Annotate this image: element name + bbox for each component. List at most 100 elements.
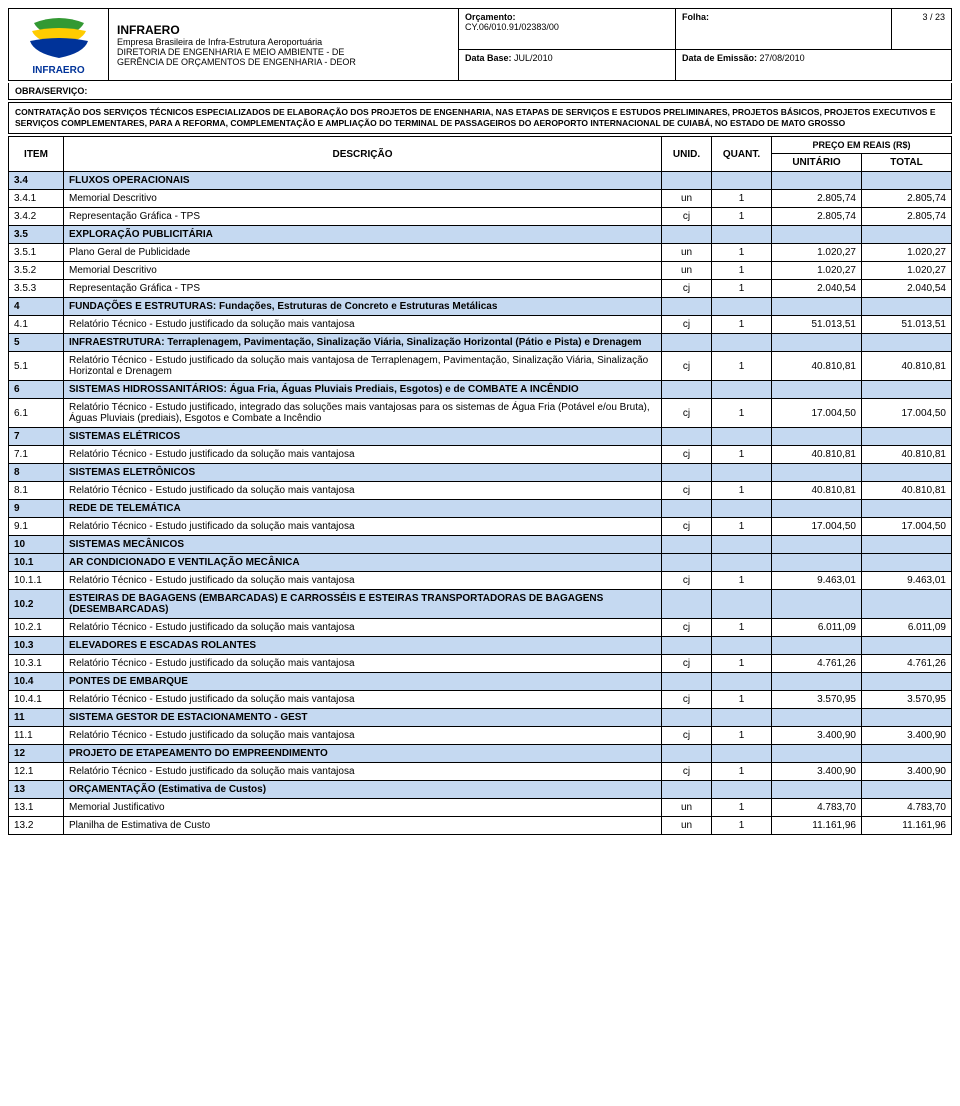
table-row: 12.1Relatório Técnico - Estudo justifica… [9, 763, 952, 781]
cell-item: 13.1 [9, 799, 64, 817]
cell-unit: 3.400,90 [772, 763, 862, 781]
table-row: 3.4.2Representação Gráfica - TPScj12.805… [9, 208, 952, 226]
table-row: 3.5EXPLORAÇÃO PUBLICITÁRIA [9, 226, 952, 244]
cell-desc: Relatório Técnico - Estudo justificado d… [64, 482, 662, 500]
cell-unit [772, 500, 862, 518]
cell-unit: 1.020,27 [772, 262, 862, 280]
cell-item: 12 [9, 745, 64, 763]
cell-quant: 1 [712, 352, 772, 381]
cell-quant [712, 500, 772, 518]
cell-quant [712, 428, 772, 446]
table-row: 10.3.1Relatório Técnico - Estudo justifi… [9, 655, 952, 673]
cell-item: 8 [9, 464, 64, 482]
cell-unid: cj [662, 280, 712, 298]
cell-item: 10 [9, 536, 64, 554]
cell-total: 1.020,27 [862, 262, 952, 280]
table-row: 13.2Planilha de Estimativa de Custoun111… [9, 817, 952, 835]
table-row: 13.1Memorial Justificativoun14.783,704.7… [9, 799, 952, 817]
cell-item: 6 [9, 381, 64, 399]
cell-unid [662, 172, 712, 190]
cell-unit: 40.810,81 [772, 482, 862, 500]
cell-desc: Plano Geral de Publicidade [64, 244, 662, 262]
cell-item: 5 [9, 334, 64, 352]
cell-item: 6.1 [9, 399, 64, 428]
cell-desc: SISTEMAS ELETRÔNICOS [64, 464, 662, 482]
cell-desc: Planilha de Estimativa de Custo [64, 817, 662, 835]
cell-unid [662, 554, 712, 572]
cell-unit [772, 709, 862, 727]
cell-unid: cj [662, 446, 712, 464]
table-row: 6SISTEMAS HIDROSSANITÁRIOS: Água Fria, Á… [9, 381, 952, 399]
table-row: 10.3ELEVADORES E ESCADAS ROLANTES [9, 637, 952, 655]
cell-unid: cj [662, 655, 712, 673]
cell-unit: 17.004,50 [772, 399, 862, 428]
cell-total: 17.004,50 [862, 518, 952, 536]
cell-unit [772, 226, 862, 244]
table-row: 4FUNDAÇÕES E ESTRUTURAS: Fundações, Estr… [9, 298, 952, 316]
table-row: 10.4.1Relatório Técnico - Estudo justifi… [9, 691, 952, 709]
cell-unit [772, 298, 862, 316]
cell-unit [772, 536, 862, 554]
cell-desc: Relatório Técnico - Estudo justificado d… [64, 727, 662, 745]
cell-desc: FLUXOS OPERACIONAIS [64, 172, 662, 190]
cell-unit: 40.810,81 [772, 446, 862, 464]
company-cell: INFRAERO Empresa Brasileira de Infra-Est… [109, 9, 459, 80]
meta-cell: Orçamento: CY.06/010.91/02383/00 Folha: … [459, 9, 951, 80]
cell-total [862, 590, 952, 619]
orcamento-value: CY.06/010.91/02383/00 [465, 22, 559, 32]
cell-unid: cj [662, 518, 712, 536]
cell-unid [662, 298, 712, 316]
cell-desc: Relatório Técnico - Estudo justificado d… [64, 691, 662, 709]
cell-quant: 1 [712, 280, 772, 298]
cell-desc: PROJETO DE ETAPEAMENTO DO EMPREENDIMENTO [64, 745, 662, 763]
dept-1: DIRETORIA DE ENGENHARIA E MEIO AMBIENTE … [117, 47, 450, 57]
cell-total: 3.400,90 [862, 727, 952, 745]
cell-unit: 17.004,50 [772, 518, 862, 536]
cell-unit [772, 673, 862, 691]
cell-quant [712, 673, 772, 691]
cell-unid: cj [662, 352, 712, 381]
cell-quant [712, 298, 772, 316]
cell-item: 10.1 [9, 554, 64, 572]
cell-unit [772, 428, 862, 446]
cell-desc: SISTEMAS HIDROSSANITÁRIOS: Água Fria, Ág… [64, 381, 662, 399]
cell-total [862, 428, 952, 446]
th-quant: QUANT. [712, 137, 772, 172]
cell-item: 10.3.1 [9, 655, 64, 673]
cell-desc: Relatório Técnico - Estudo justificado d… [64, 572, 662, 590]
cell-unid [662, 536, 712, 554]
cell-unid [662, 637, 712, 655]
cell-unit: 2.040,54 [772, 280, 862, 298]
cell-total: 6.011,09 [862, 619, 952, 637]
cell-unid [662, 464, 712, 482]
cell-unit [772, 781, 862, 799]
cell-total [862, 500, 952, 518]
table-row: 10.2ESTEIRAS DE BAGAGENS (EMBARCADAS) E … [9, 590, 952, 619]
cell-total [862, 298, 952, 316]
table-row: 4.1Relatório Técnico - Estudo justificad… [9, 316, 952, 334]
database-box: Data Base: JUL/2010 [459, 50, 675, 80]
cell-unid [662, 381, 712, 399]
cell-quant: 1 [712, 727, 772, 745]
cell-unit: 51.013,51 [772, 316, 862, 334]
cell-total [862, 464, 952, 482]
cell-total [862, 536, 952, 554]
cell-unid [662, 334, 712, 352]
cell-total [862, 334, 952, 352]
cell-unid: cj [662, 727, 712, 745]
cell-item: 13 [9, 781, 64, 799]
table-row: 7SISTEMAS ELÉTRICOS [9, 428, 952, 446]
cell-total: 51.013,51 [862, 316, 952, 334]
cell-unid: cj [662, 316, 712, 334]
cell-quant: 1 [712, 446, 772, 464]
cell-quant [712, 554, 772, 572]
cell-desc: Relatório Técnico - Estudo justificado d… [64, 619, 662, 637]
cell-quant: 1 [712, 691, 772, 709]
folha-value-box: 3 / 23 [891, 9, 951, 50]
cell-unit: 2.805,74 [772, 208, 862, 226]
orcamento-label: Orçamento: [465, 12, 516, 22]
cell-item: 3.5.3 [9, 280, 64, 298]
cell-unit: 40.810,81 [772, 352, 862, 381]
cell-quant [712, 637, 772, 655]
cell-unit: 3.570,95 [772, 691, 862, 709]
